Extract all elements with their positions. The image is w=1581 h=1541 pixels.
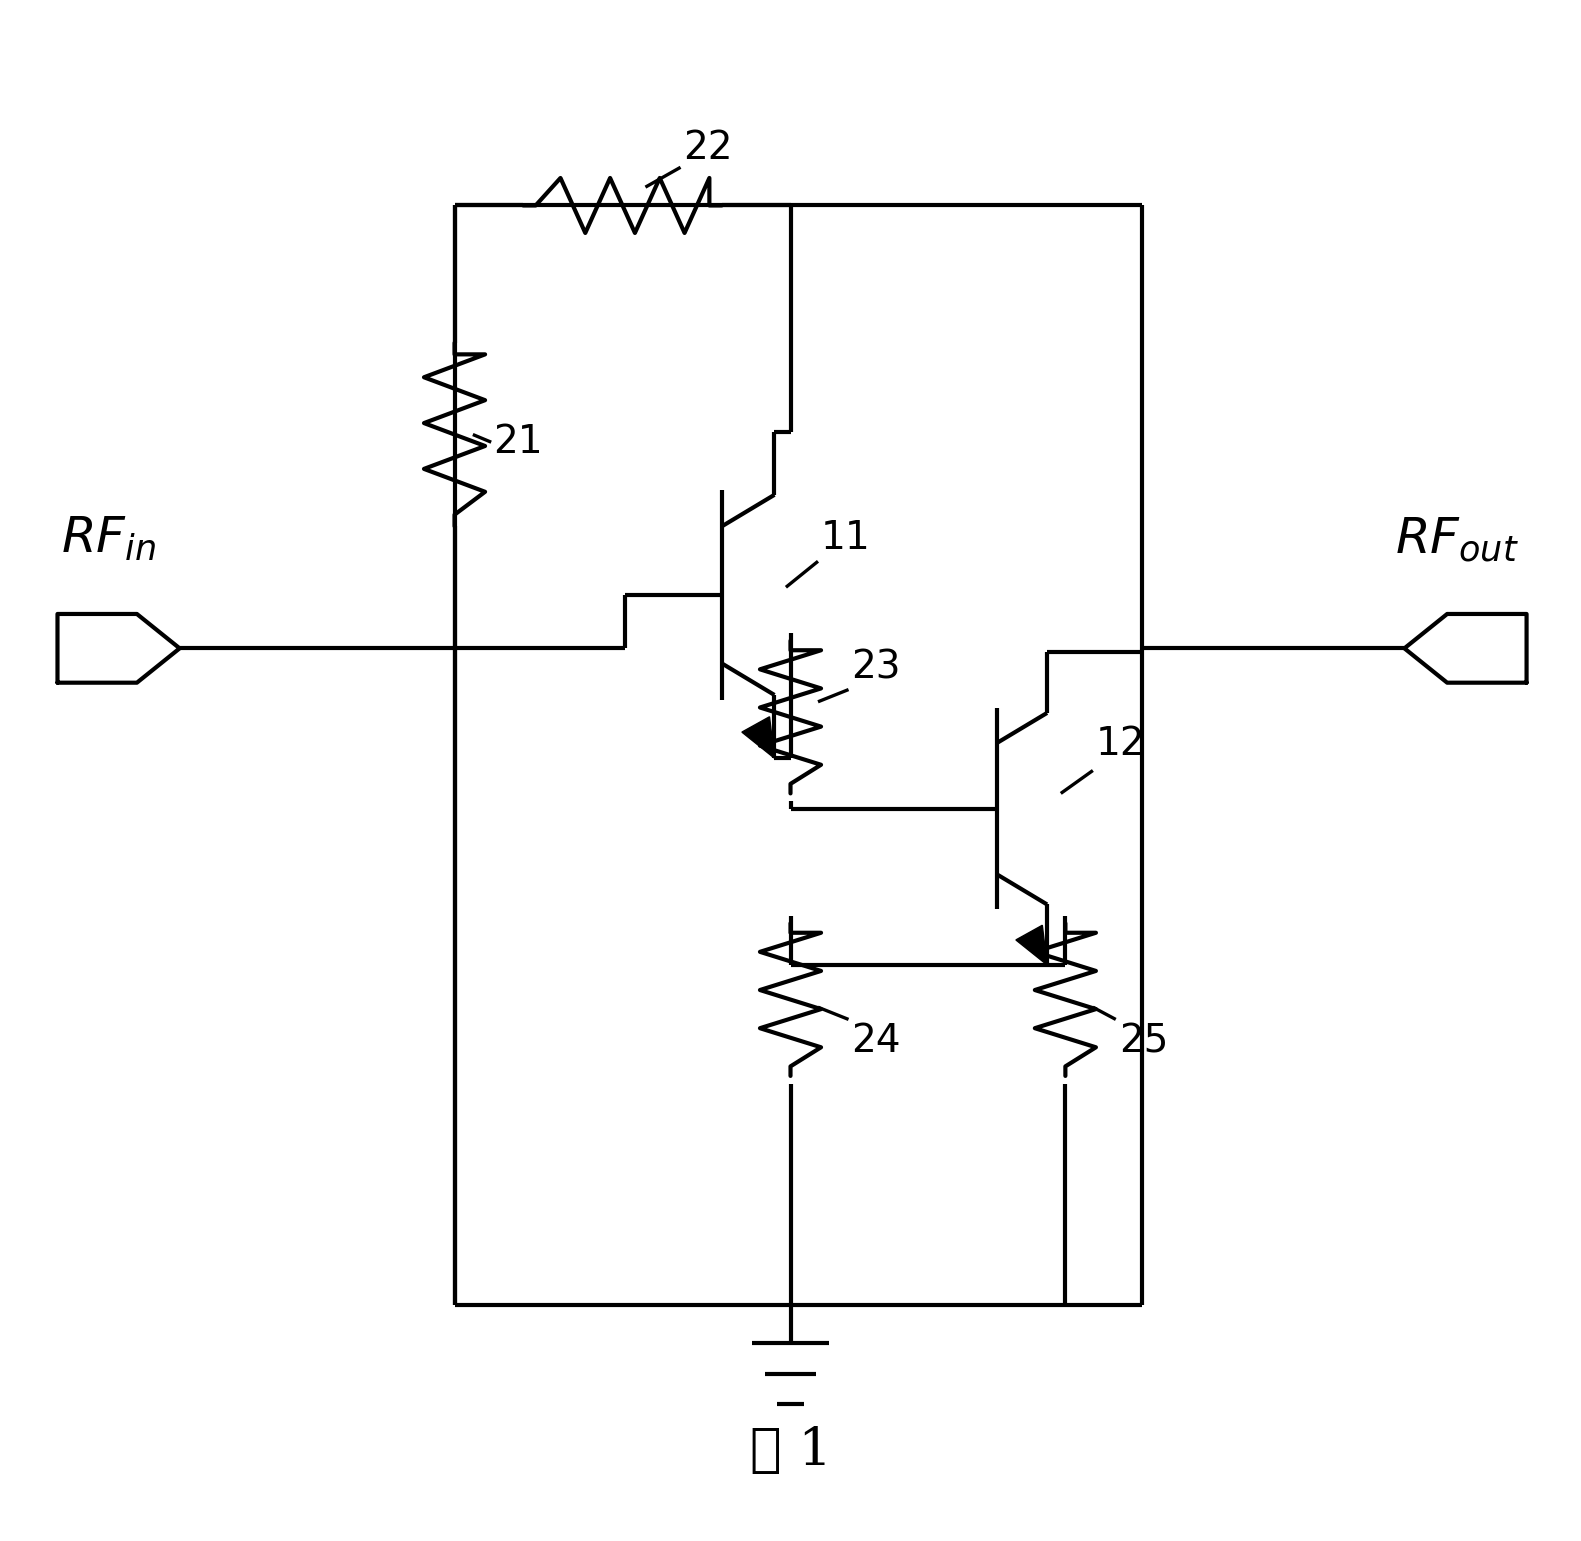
Text: 21: 21 [493,424,542,461]
Polygon shape [741,717,775,758]
Text: 24: 24 [852,1023,901,1060]
Text: $RF_{in}$: $RF_{in}$ [60,515,155,564]
Polygon shape [1017,925,1047,965]
Text: 11: 11 [821,519,871,556]
Text: 25: 25 [1119,1023,1168,1060]
Text: 图 1: 图 1 [749,1424,832,1476]
Text: $RF_{out}$: $RF_{out}$ [1394,515,1519,564]
Text: 22: 22 [683,129,734,168]
Text: 23: 23 [852,649,901,686]
Text: 12: 12 [1096,724,1146,763]
